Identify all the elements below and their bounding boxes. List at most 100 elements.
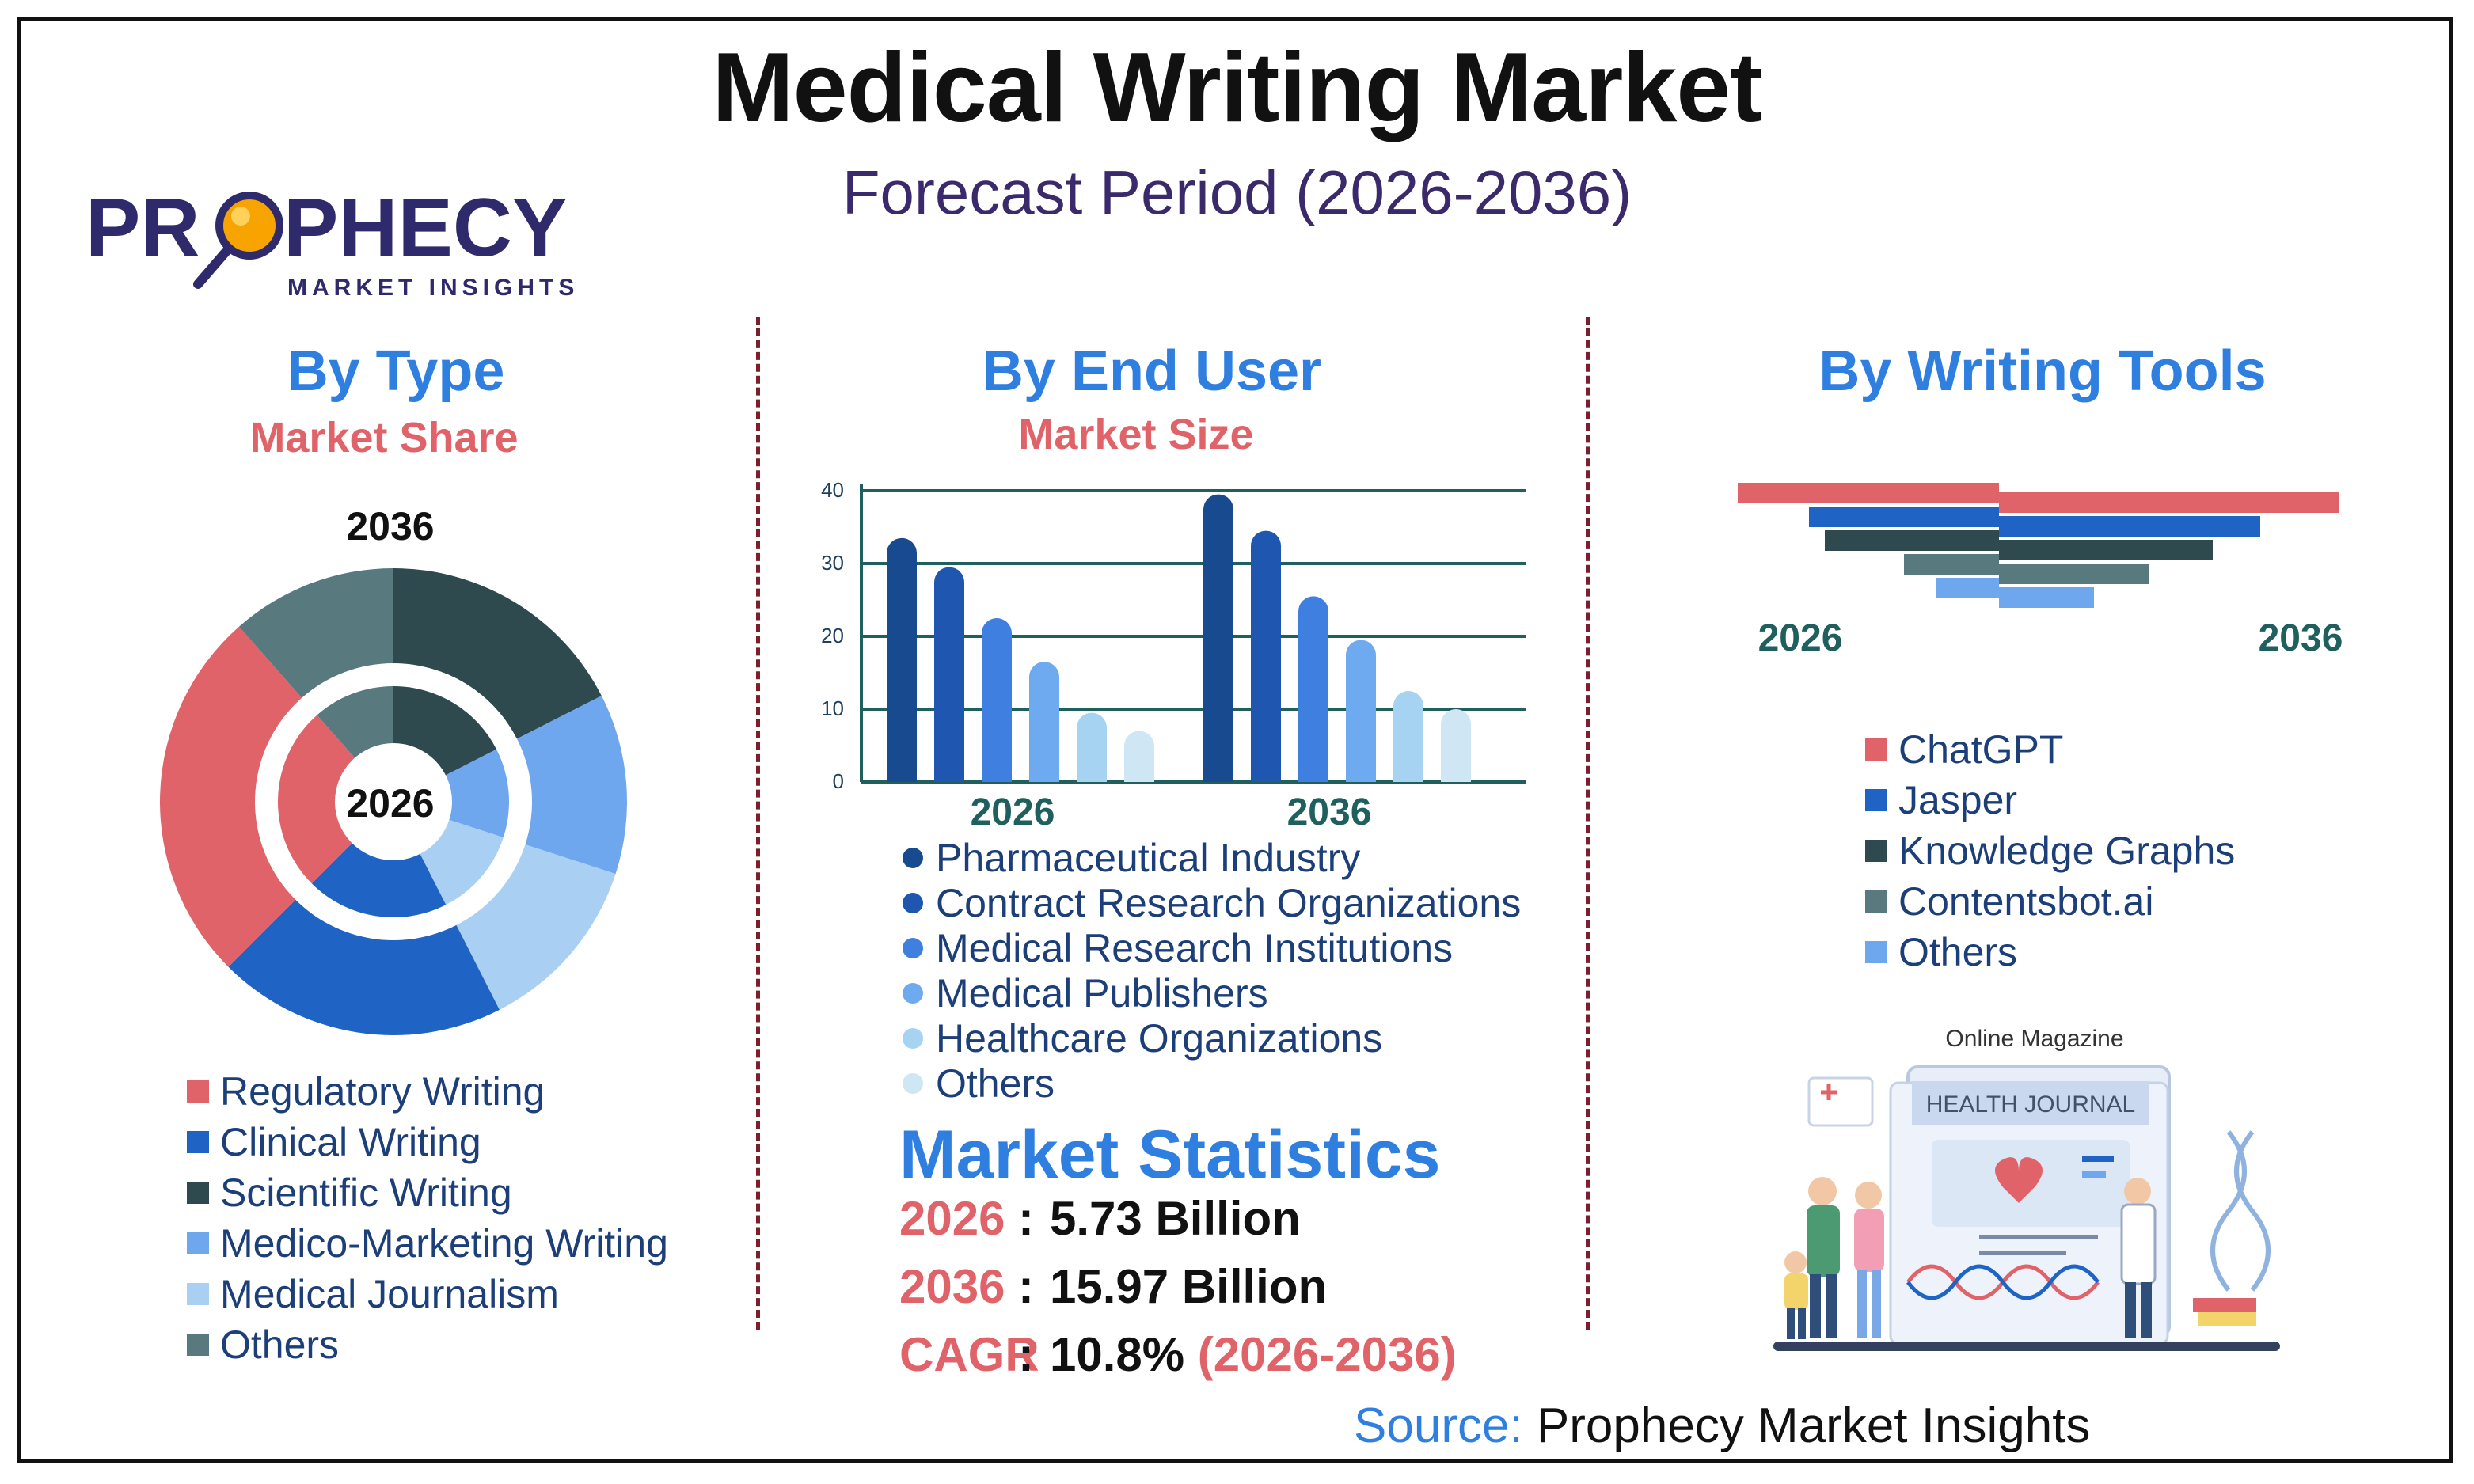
legend-dot [903,982,923,1004]
legend-label: Medical Research Institutions [936,926,1454,970]
x-category-label: 2036 [1287,791,1372,833]
tools-bar-2036-contentsbot-ai [1999,564,2149,584]
bar-2026-pharmaceutical-industry [887,537,917,782]
legend-label: Medical Journalism [220,1272,559,1316]
market-statistics-title: Market Statistics [899,1117,1441,1193]
end-user-legend-item: Others [903,1061,1055,1106]
end-user-legend-item: Contract Research Organizations [903,880,1521,926]
end-user-legend-item: Medical Publishers [903,970,1268,1016]
legend-swatch [187,1282,209,1305]
tools-bar-2026-chatgpt [1738,483,1999,503]
stat-value: 10.8% [1050,1328,1185,1381]
tools-bar-2036-others [1999,587,2094,608]
legend-dot [903,1027,923,1049]
page-frame [17,17,2453,1463]
legend-label: Others [936,1061,1055,1106]
end-user-bar-chart: 0 10 20 30 40 2026 2036 [821,478,1526,833]
legend-label: Medico-Marketing Writing [220,1221,668,1266]
legend-swatch [187,1130,209,1153]
legend-swatch [1865,890,1887,913]
stat-suffix: (2026-2036) [1184,1328,1457,1381]
page-title: Medical Writing Market [712,33,1762,142]
tools-legend-item: Jasper [1865,777,2017,823]
inner-ring-label: 2026 [346,781,434,825]
legend-swatch [187,1080,209,1103]
stat-row: CAGR: 10.8% (2026-2036) [899,1327,1457,1382]
y-tick-label: 30 [821,551,844,575]
end-user-legend-item: Pharmaceutical Industry [903,835,1360,881]
type-legend-item: Medical Journalism [187,1271,559,1317]
legend-label: Pharmaceutical Industry [936,836,1361,880]
tools-legend-item: Knowledge Graphs [1865,828,2235,874]
y-tick-label: 0 [833,769,844,793]
y-tick-label: 20 [821,624,844,647]
y-tick-label: 40 [821,478,844,502]
legend-swatch [187,1181,209,1204]
logo-text-right: PHECY [283,182,567,274]
prophecy-logo: PR PHECY MARKET INSIGHTS [86,182,574,301]
legend-label: Scientific Writing [220,1171,512,1215]
legend-label: Others [220,1323,340,1367]
stat-row: 2036:15.97 Billion [899,1259,1327,1314]
outer-slice-medical-journalism [456,844,616,1010]
legend-dot [903,1072,923,1094]
y-tick-label: 10 [821,696,844,720]
legend-swatch [1865,940,1887,963]
page-subtitle: Forecast Period (2026-2036) [842,158,1632,227]
outer-slice-others [238,568,393,698]
tools-bar-2026-others [1936,578,1999,598]
tools-legend-item: ChatGPT [1865,727,2063,772]
section-divider-left [756,317,760,1330]
outer-slice-regulatory-writing [159,626,302,967]
writing-tools-bar-chart: 2026 2036 [1738,483,2343,659]
legend-label: Jasper [1898,778,2018,822]
stat-colon: : [1018,1260,1034,1313]
outer-slice-medico-marketing-writing [516,696,627,875]
stat-value: 5.73 Billion [1050,1192,1301,1245]
by-end-user-heading: By End User [982,340,1322,403]
legend-label: Medical Publishers [936,971,1268,1015]
bar-2036-contract-research-organizations [1251,530,1281,782]
type-legend-item: Clinical Writing [187,1119,481,1165]
bar-2026-others [1124,731,1154,782]
x-category-label: 2026 [971,791,1055,833]
legend-swatch [187,1232,209,1254]
legend-swatch [1865,788,1887,811]
legend-label: Clinical Writing [220,1120,481,1164]
bar-2026-healthcare-organizations [1077,712,1107,782]
outer-ring-label: 2036 [346,504,434,548]
bar-2036-others [1441,709,1471,782]
stat-row: 2026:5.73 Billion [899,1191,1301,1246]
type-donut-chart: 2036 2026 [159,504,627,1035]
bar-2036-healthcare-organizations [1393,691,1423,782]
legend-label: Healthcare Organizations [936,1016,1383,1061]
bar-2026-contract-research-organizations [934,567,964,782]
legend-swatch [1865,738,1887,761]
bar-2036-medical-research-institutions [1298,596,1328,782]
section-divider-right [1586,317,1590,1330]
source-line: Source: Prophecy Market Insights [1354,1398,2090,1454]
inner-slice-clinical-writing [311,802,447,917]
bar-2026-medical-publishers [1029,662,1059,782]
legend-dot [903,937,923,958]
by-type-subheading: Market Share [249,414,519,461]
outer-slice-scientific-writing [393,568,602,739]
bar-2036-pharmaceutical-industry [1203,494,1233,782]
health-journal-illustration: Online Magazine HEALTH JOURNAL [1773,1026,2280,1351]
stat-key: 2026 [899,1192,1005,1245]
legend-label: ChatGPT [1898,727,2064,772]
legend-swatch [1865,839,1887,862]
stat-value: 15.97 Billion [1050,1260,1328,1313]
legend-label: Regulatory Writing [220,1069,545,1114]
legend-dot [903,892,923,913]
legend-label: Contract Research Organizations [936,881,1522,925]
tools-legend-item: Contentsbot.ai [1865,879,2153,924]
heart-icon [1995,1157,2043,1203]
tools-left-year-label: 2026 [1758,617,1843,659]
tools-right-year-label: 2036 [2259,617,2343,659]
tools-legend-item: Others [1865,929,2017,975]
illustration-top-label: Online Magazine [1945,1026,2123,1052]
source-label: Source: [1354,1399,1523,1453]
journal-title: HEALTH JOURNAL [1926,1091,2136,1118]
tools-bar-2026-jasper [1809,507,1999,527]
